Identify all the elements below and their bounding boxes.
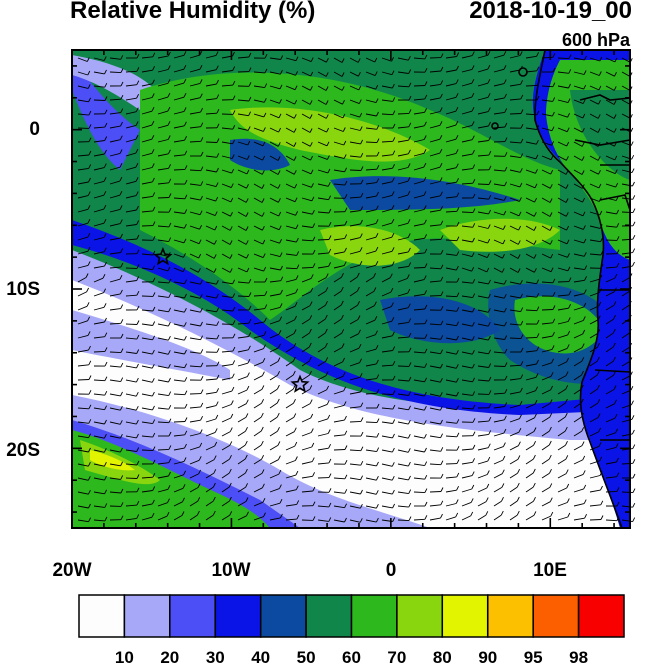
wind-barb (94, 100, 105, 101)
lat-label-20s: 20S (0, 440, 40, 462)
wind-barb-feather (633, 222, 635, 226)
wind-barb (510, 114, 521, 115)
colorbar-label: 20 (150, 648, 190, 668)
wind-barb (430, 239, 441, 240)
wind-barb-feather (633, 235, 635, 239)
wind-barb-feather (632, 169, 634, 173)
colorbar-label: 60 (332, 648, 372, 668)
wind-barb (414, 86, 425, 87)
wind-barb (414, 268, 425, 269)
wind-barb (526, 85, 537, 86)
colorbar-swatch (306, 595, 351, 637)
wind-barb (622, 492, 633, 493)
lon-label-20w: 20W (37, 560, 107, 582)
wind-barb (302, 267, 313, 268)
wind-barb (366, 142, 377, 143)
wind-barb (430, 492, 441, 493)
colorbar-label: 98 (559, 648, 599, 668)
wind-barb-feather (632, 401, 634, 405)
colorbar-label: 30 (195, 648, 235, 668)
wind-barb-feather (633, 182, 635, 186)
colorbar-swatch (579, 595, 624, 637)
wind-barb (78, 380, 89, 381)
wind-barb (350, 170, 361, 171)
colorbar-label: 10 (104, 648, 144, 668)
colorbar-label: 40 (241, 648, 281, 668)
colorbar-label: 80 (422, 648, 462, 668)
colorbar-swatch (397, 595, 442, 637)
wind-barb (94, 351, 105, 352)
wind-barb (526, 337, 537, 338)
lon-label-0: 0 (356, 560, 426, 582)
wind-barb (590, 520, 601, 521)
wind-barb-feather (631, 128, 633, 132)
wind-barb-feather (633, 445, 635, 449)
wind-barb (126, 324, 137, 325)
colorbar-label: 90 (468, 648, 508, 668)
wind-barb (478, 184, 489, 185)
wind-barb (174, 422, 185, 423)
wind-barb-feather (632, 155, 634, 159)
colorbar-label: 95 (513, 648, 553, 668)
wind-barb (158, 198, 169, 199)
lon-label-10w: 10W (196, 560, 266, 582)
wind-barb (110, 352, 121, 353)
wind-barb (462, 212, 473, 213)
wind-barb (318, 240, 329, 241)
wind-barb-feather (631, 386, 633, 390)
wind-barb-feather (633, 474, 635, 478)
wind-barb (398, 113, 409, 114)
wind-barb (206, 142, 217, 143)
wind-barb-feather (632, 415, 634, 419)
wind-barb (174, 169, 185, 170)
lon-label-10e: 10E (515, 560, 585, 582)
wind-barb-feather (633, 249, 635, 253)
wind-barb (606, 491, 617, 492)
colorbar-swatch (488, 595, 533, 637)
colorbar-swatch (442, 595, 487, 637)
wind-barb (510, 338, 521, 339)
wind-barb (110, 72, 121, 73)
wind-barb (494, 366, 505, 367)
wind-barb-feather (633, 262, 635, 266)
colorbar-swatch (79, 595, 124, 637)
colorbar-swatch (352, 595, 397, 637)
colorbar-swatch (533, 595, 578, 637)
wind-barb-feather (632, 430, 634, 434)
wind-barb (126, 478, 137, 479)
wind-barb (622, 212, 633, 213)
wind-barb (350, 421, 361, 422)
colorbar-swatch (215, 595, 260, 637)
wind-barb-feather (633, 209, 635, 213)
colorbar-swatch (170, 595, 215, 637)
wind-barb-feather (633, 195, 635, 199)
wind-barb (142, 450, 153, 451)
colorbar-swatch (124, 595, 169, 637)
wind-barb (382, 394, 393, 395)
colorbar-label: 50 (286, 648, 326, 668)
wind-barb-feather (633, 518, 635, 522)
wind-barb (414, 492, 425, 493)
wind-barb (558, 58, 569, 59)
lat-label-10s: 10S (0, 279, 40, 301)
lat-label-0: 0 (0, 119, 40, 141)
wind-barb-feather (633, 503, 635, 507)
wind-barb (238, 296, 249, 297)
wind-barb (366, 422, 377, 423)
wind-barb-feather (633, 489, 635, 493)
colorbar-swatch (261, 595, 306, 637)
colorbar (79, 595, 624, 637)
wind-barb (334, 450, 345, 451)
wind-barb-feather (631, 142, 633, 146)
humidity-field (72, 50, 630, 528)
wind-barb (158, 449, 169, 450)
wind-barb-feather (633, 459, 635, 463)
wind-barb (542, 310, 553, 311)
colorbar-label: 70 (377, 648, 417, 668)
wind-barb (398, 520, 409, 521)
